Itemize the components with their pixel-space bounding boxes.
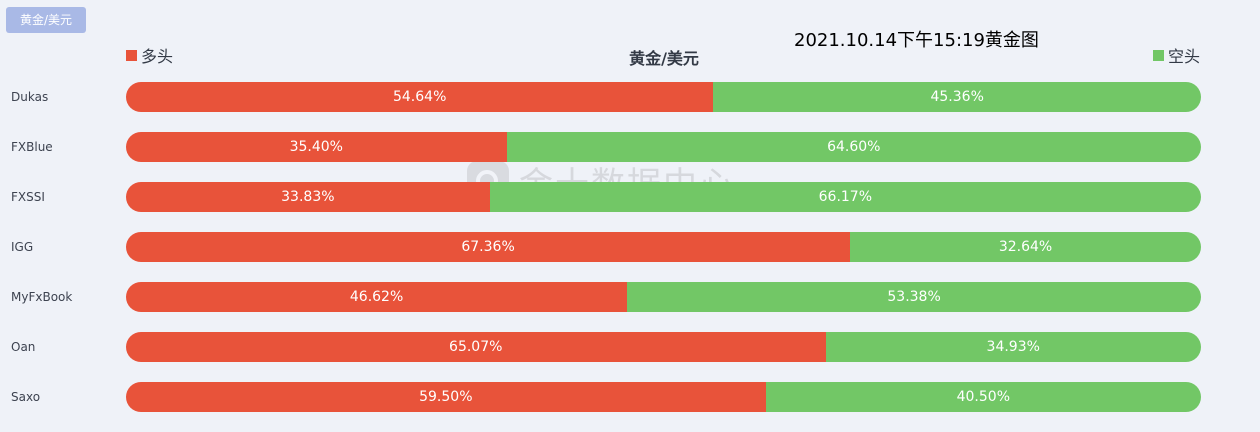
bar-segment-long[interactable]: 35.40% bbox=[126, 132, 507, 162]
bar-segment-long[interactable]: 59.50% bbox=[126, 382, 766, 412]
stacked-bar-row[interactable]: 35.40% 64.60% bbox=[126, 132, 1201, 162]
bar-segment-short[interactable]: 40.50% bbox=[765, 382, 1201, 412]
legend-swatch-long bbox=[126, 49, 137, 61]
legend-item-short[interactable]: 空头 bbox=[1153, 45, 1201, 66]
bar-segment-long[interactable]: 54.64% bbox=[126, 82, 714, 112]
stacked-bar-row[interactable]: 67.36% 32.64% bbox=[126, 232, 1201, 262]
category-label: FXBlue bbox=[11, 140, 53, 154]
data-label-long: 59.50% bbox=[419, 389, 473, 405]
data-label-long: 33.83% bbox=[281, 189, 335, 205]
category-label: Oan bbox=[11, 340, 36, 354]
legend-label-short: 空头 bbox=[1168, 47, 1201, 66]
bar-segment-long[interactable]: 67.36% bbox=[126, 232, 851, 262]
data-label-long: 54.64% bbox=[392, 89, 447, 105]
legend-label-long: 多头 bbox=[141, 47, 174, 66]
bar-segment-short[interactable]: 45.36% bbox=[713, 82, 1201, 112]
bar-segment-long[interactable]: 33.83% bbox=[126, 182, 490, 212]
stacked-bar-row[interactable]: 33.83% 66.17% bbox=[126, 182, 1201, 212]
stacked-bar-row[interactable]: 65.07% 34.93% bbox=[126, 332, 1201, 362]
stacked-bar-row[interactable]: 46.62% 53.38% bbox=[126, 282, 1201, 312]
data-label-short: 64.60% bbox=[827, 139, 881, 155]
data-label-short: 45.36% bbox=[930, 89, 984, 105]
stacked-bar-row[interactable]: 54.64% 45.36% bbox=[126, 82, 1201, 112]
data-label-short: 34.93% bbox=[986, 339, 1040, 355]
data-label-short: 53.38% bbox=[887, 289, 941, 305]
data-label-long: 46.62% bbox=[349, 289, 404, 305]
bar-segment-short[interactable]: 64.60% bbox=[506, 132, 1201, 162]
bar-segment-short[interactable]: 32.64% bbox=[850, 232, 1201, 262]
chart-timestamp: 2021.10.14下午15:19黄金图 bbox=[794, 30, 1039, 51]
bar-segment-short[interactable]: 66.17% bbox=[489, 182, 1201, 212]
stacked-bar-row[interactable]: 59.50% 40.50% bbox=[126, 382, 1201, 412]
data-label-long: 35.40% bbox=[289, 139, 343, 155]
data-label-short: 66.17% bbox=[818, 189, 873, 205]
bar-segment-short[interactable]: 53.38% bbox=[627, 282, 1201, 312]
legend-item-long[interactable]: 多头 bbox=[126, 45, 174, 66]
data-label-long: 65.07% bbox=[449, 339, 503, 355]
bar-segment-long[interactable]: 65.07% bbox=[126, 332, 826, 362]
data-label-short: 32.64% bbox=[998, 239, 1053, 255]
chart-title: 黄金/美元 bbox=[629, 49, 699, 68]
category-label: MyFxBook bbox=[11, 290, 73, 304]
category-label: IGG bbox=[11, 240, 34, 254]
data-label-long: 67.36% bbox=[461, 239, 515, 255]
legend-swatch-short bbox=[1153, 49, 1164, 61]
category-label: Dukas bbox=[11, 90, 49, 104]
bar-segment-long[interactable]: 46.62% bbox=[126, 282, 628, 312]
data-label-short: 40.50% bbox=[956, 389, 1010, 405]
category-label: Saxo bbox=[11, 390, 41, 404]
currency-pair-tag[interactable]: 黄金/美元 bbox=[6, 7, 86, 33]
bar-segment-short[interactable]: 34.93% bbox=[825, 332, 1201, 362]
category-label: FXSSI bbox=[11, 190, 45, 204]
